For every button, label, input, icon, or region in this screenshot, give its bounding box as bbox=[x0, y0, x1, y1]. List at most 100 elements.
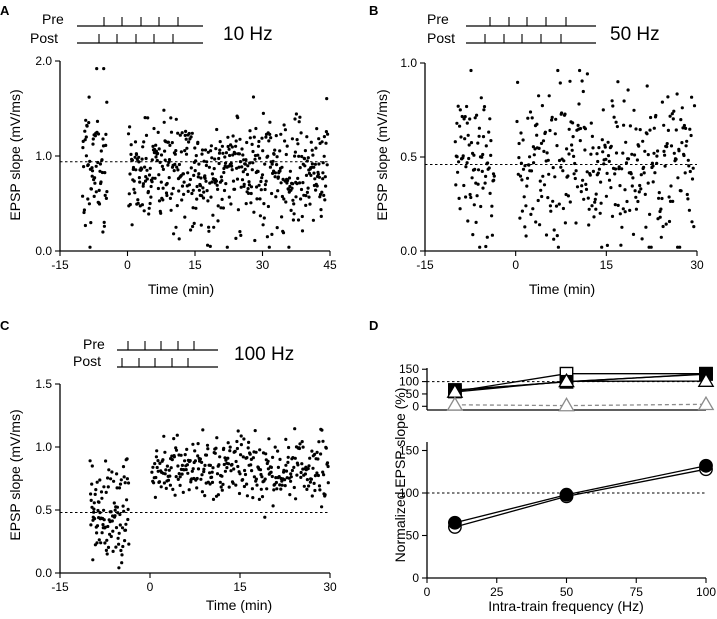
data-point bbox=[222, 170, 226, 175]
y-tick-label: 50 bbox=[406, 529, 420, 543]
data-point bbox=[669, 184, 673, 188]
data-point bbox=[570, 148, 574, 152]
data-point bbox=[192, 221, 196, 225]
data-point bbox=[596, 171, 600, 175]
data-point bbox=[476, 141, 480, 145]
data-point bbox=[104, 143, 108, 147]
data-point bbox=[602, 162, 606, 166]
data-point bbox=[83, 129, 87, 133]
data-point bbox=[196, 442, 200, 446]
data-point bbox=[522, 195, 526, 199]
data-point bbox=[577, 102, 581, 106]
data-point bbox=[163, 450, 167, 454]
data-point bbox=[589, 121, 593, 125]
data-point bbox=[274, 134, 278, 138]
data-point bbox=[320, 505, 324, 509]
data-point bbox=[251, 95, 256, 99]
data-point bbox=[181, 490, 185, 494]
data-point bbox=[287, 245, 291, 249]
data-point bbox=[276, 449, 280, 453]
data-point bbox=[472, 203, 476, 207]
data-point bbox=[293, 117, 297, 121]
data-point bbox=[202, 467, 206, 471]
data-point bbox=[618, 184, 622, 188]
data-point bbox=[195, 476, 199, 481]
y-tick-label: 1.0 bbox=[35, 440, 52, 454]
data-point bbox=[286, 187, 290, 191]
data-point bbox=[144, 175, 148, 179]
data-point bbox=[239, 185, 243, 189]
data-point bbox=[217, 151, 222, 155]
data-point bbox=[603, 145, 607, 149]
data-point bbox=[597, 167, 602, 171]
data-point bbox=[309, 477, 313, 481]
data-point bbox=[276, 189, 280, 193]
data-point bbox=[177, 237, 181, 241]
data-point bbox=[188, 177, 192, 182]
data-point bbox=[167, 160, 171, 164]
data-point bbox=[674, 157, 678, 161]
data-point bbox=[663, 153, 667, 157]
data-point bbox=[585, 170, 589, 174]
data-point bbox=[105, 538, 109, 542]
data-point bbox=[567, 127, 571, 131]
data-point bbox=[158, 461, 162, 465]
data-point bbox=[142, 140, 146, 144]
data-point bbox=[212, 225, 216, 229]
data-point bbox=[324, 141, 328, 145]
data-point bbox=[534, 220, 538, 224]
data-point bbox=[557, 158, 562, 163]
data-point bbox=[458, 207, 462, 211]
data-point bbox=[230, 164, 234, 168]
data-point bbox=[103, 525, 107, 529]
data-point bbox=[252, 210, 256, 214]
data-point bbox=[322, 154, 326, 158]
data-point bbox=[262, 202, 266, 206]
data-point bbox=[143, 165, 147, 169]
data-point bbox=[274, 480, 278, 485]
data-point bbox=[177, 162, 181, 167]
data-point bbox=[169, 130, 174, 134]
data-point bbox=[84, 118, 88, 122]
data-point bbox=[290, 186, 294, 190]
data-point bbox=[302, 484, 306, 488]
data-point bbox=[97, 538, 101, 542]
panel-a-x-axis-label: Time (min) bbox=[148, 281, 214, 297]
data-point bbox=[206, 243, 210, 247]
data-point bbox=[167, 176, 171, 180]
data-point bbox=[596, 159, 600, 164]
data-point bbox=[170, 141, 174, 145]
data-point bbox=[540, 194, 544, 199]
data-point bbox=[676, 176, 680, 180]
data-point bbox=[106, 524, 110, 529]
data-point bbox=[213, 451, 217, 455]
data-point bbox=[309, 173, 313, 177]
data-point bbox=[662, 123, 666, 127]
data-point bbox=[206, 447, 210, 451]
data-point bbox=[615, 125, 620, 129]
data-point bbox=[183, 149, 187, 153]
data-point bbox=[160, 164, 164, 168]
data-point bbox=[82, 210, 86, 215]
data-point bbox=[232, 467, 236, 471]
data-point bbox=[524, 204, 528, 208]
data-point bbox=[547, 172, 551, 176]
data-point bbox=[303, 472, 307, 476]
data-point bbox=[109, 510, 113, 514]
y-tick-label: 1.0 bbox=[400, 56, 417, 70]
data-point bbox=[121, 544, 125, 549]
data-point bbox=[606, 154, 611, 158]
data-point bbox=[245, 140, 249, 145]
data-point bbox=[586, 196, 590, 200]
data-point bbox=[469, 68, 473, 73]
data-point bbox=[163, 149, 167, 153]
data-point bbox=[326, 464, 330, 469]
data-point bbox=[196, 175, 200, 179]
data-point bbox=[129, 152, 133, 156]
data-point bbox=[679, 189, 683, 193]
data-point bbox=[182, 180, 186, 184]
data-point bbox=[116, 536, 120, 540]
data-point bbox=[174, 225, 178, 229]
data-point bbox=[103, 541, 107, 545]
data-point bbox=[94, 190, 98, 194]
